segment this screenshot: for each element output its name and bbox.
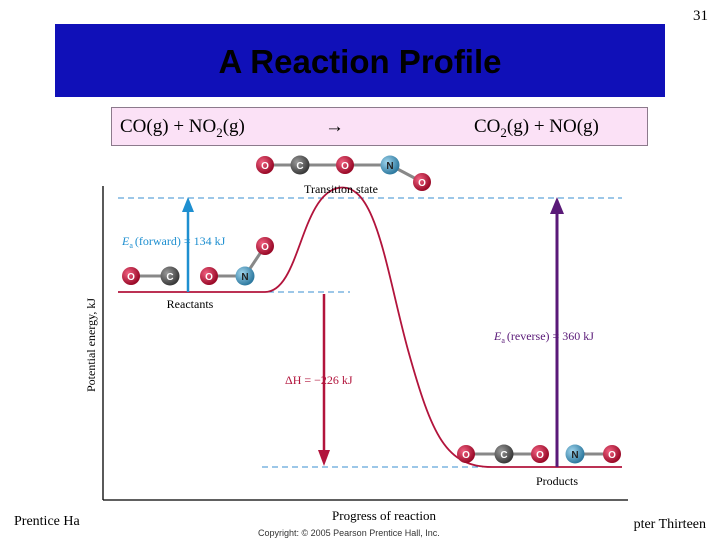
svg-text:O: O xyxy=(608,450,616,461)
carbon-atom: C xyxy=(494,444,514,464)
svg-text:C: C xyxy=(500,450,507,461)
slide-title: A Reaction Profile xyxy=(218,43,502,80)
ea-reverse-arrow xyxy=(550,197,564,467)
title-bar: A Reaction Profile xyxy=(55,24,665,97)
nitrogen-atom: N xyxy=(235,266,255,286)
chemical-equation: CO(g) + NO2(g) → CO2(g) + NO(g) xyxy=(111,107,648,146)
reaction-curve xyxy=(118,186,622,468)
reactants-label: Reactants xyxy=(167,297,214,311)
transition-state-molecule: O C O N O xyxy=(256,155,431,191)
slide-number: 31 xyxy=(693,8,708,24)
reactant-no2: NO2(g) xyxy=(188,116,245,140)
svg-text:C: C xyxy=(166,272,173,283)
nitrogen-atom: N xyxy=(380,155,400,175)
product-molecules: O C O N O xyxy=(457,444,621,464)
svg-text:O: O xyxy=(205,272,213,283)
footer-chapter: pter Thirteen xyxy=(633,517,706,532)
oxygen-atom: O xyxy=(531,445,549,463)
oxygen-atom: O xyxy=(200,267,218,285)
oxygen-atom: O xyxy=(336,156,354,174)
oxygen-atom: O xyxy=(603,445,621,463)
nitrogen-atom: N xyxy=(565,444,585,464)
transition-state-label: Transition state xyxy=(304,182,378,196)
carbon-atom: C xyxy=(160,266,180,286)
reaction-arrow: → xyxy=(325,116,344,137)
oxygen-atom: O xyxy=(122,267,140,285)
delta-h-arrow xyxy=(318,294,330,466)
oxygen-atom: O xyxy=(457,445,475,463)
svg-text:O: O xyxy=(462,450,470,461)
svg-text:C: C xyxy=(296,161,303,172)
oxygen-atom: O xyxy=(256,237,274,255)
svg-text:O: O xyxy=(536,450,544,461)
oxygen-atom: O xyxy=(413,173,431,191)
axes xyxy=(102,186,628,501)
footer-publisher: Prentice Ha xyxy=(14,514,80,529)
svg-text:N: N xyxy=(386,161,393,172)
svg-text:N: N xyxy=(571,450,578,461)
products-label: Products xyxy=(536,474,578,488)
svg-text:O: O xyxy=(341,161,349,172)
svg-text:O: O xyxy=(418,178,426,189)
product-co2: CO2(g) xyxy=(474,116,530,140)
svg-text:O: O xyxy=(261,161,269,172)
plus-sign: + xyxy=(173,116,185,137)
delta-h-label: ΔH = −226 kJ xyxy=(285,373,353,387)
carbon-atom: C xyxy=(290,155,310,175)
svg-text:N: N xyxy=(241,272,248,283)
reactant-molecules: O C O N O xyxy=(122,237,274,286)
oxygen-atom: O xyxy=(256,156,274,174)
plus-sign: + xyxy=(533,116,545,137)
ea-reverse-label: Ea (reverse) = 360 kJ xyxy=(493,329,594,345)
ea-forward-arrow xyxy=(182,197,194,292)
reactant-co: CO(g) xyxy=(120,116,169,137)
copyright-notice: Copyright: © 2005 Pearson Prentice Hall,… xyxy=(258,528,440,538)
svg-text:O: O xyxy=(127,272,135,283)
svg-text:O: O xyxy=(261,242,269,253)
equation-reactants: CO(g) + NO2(g) xyxy=(120,116,245,141)
ea-forward-label: Ea (forward) = 134 kJ xyxy=(121,234,226,250)
product-no: NO(g) xyxy=(549,116,599,137)
y-axis-label: Potential energy, kJ xyxy=(84,298,98,392)
x-axis-label: Progress of reaction xyxy=(332,508,436,523)
equation-products: CO2(g) + NO(g) xyxy=(474,116,599,141)
